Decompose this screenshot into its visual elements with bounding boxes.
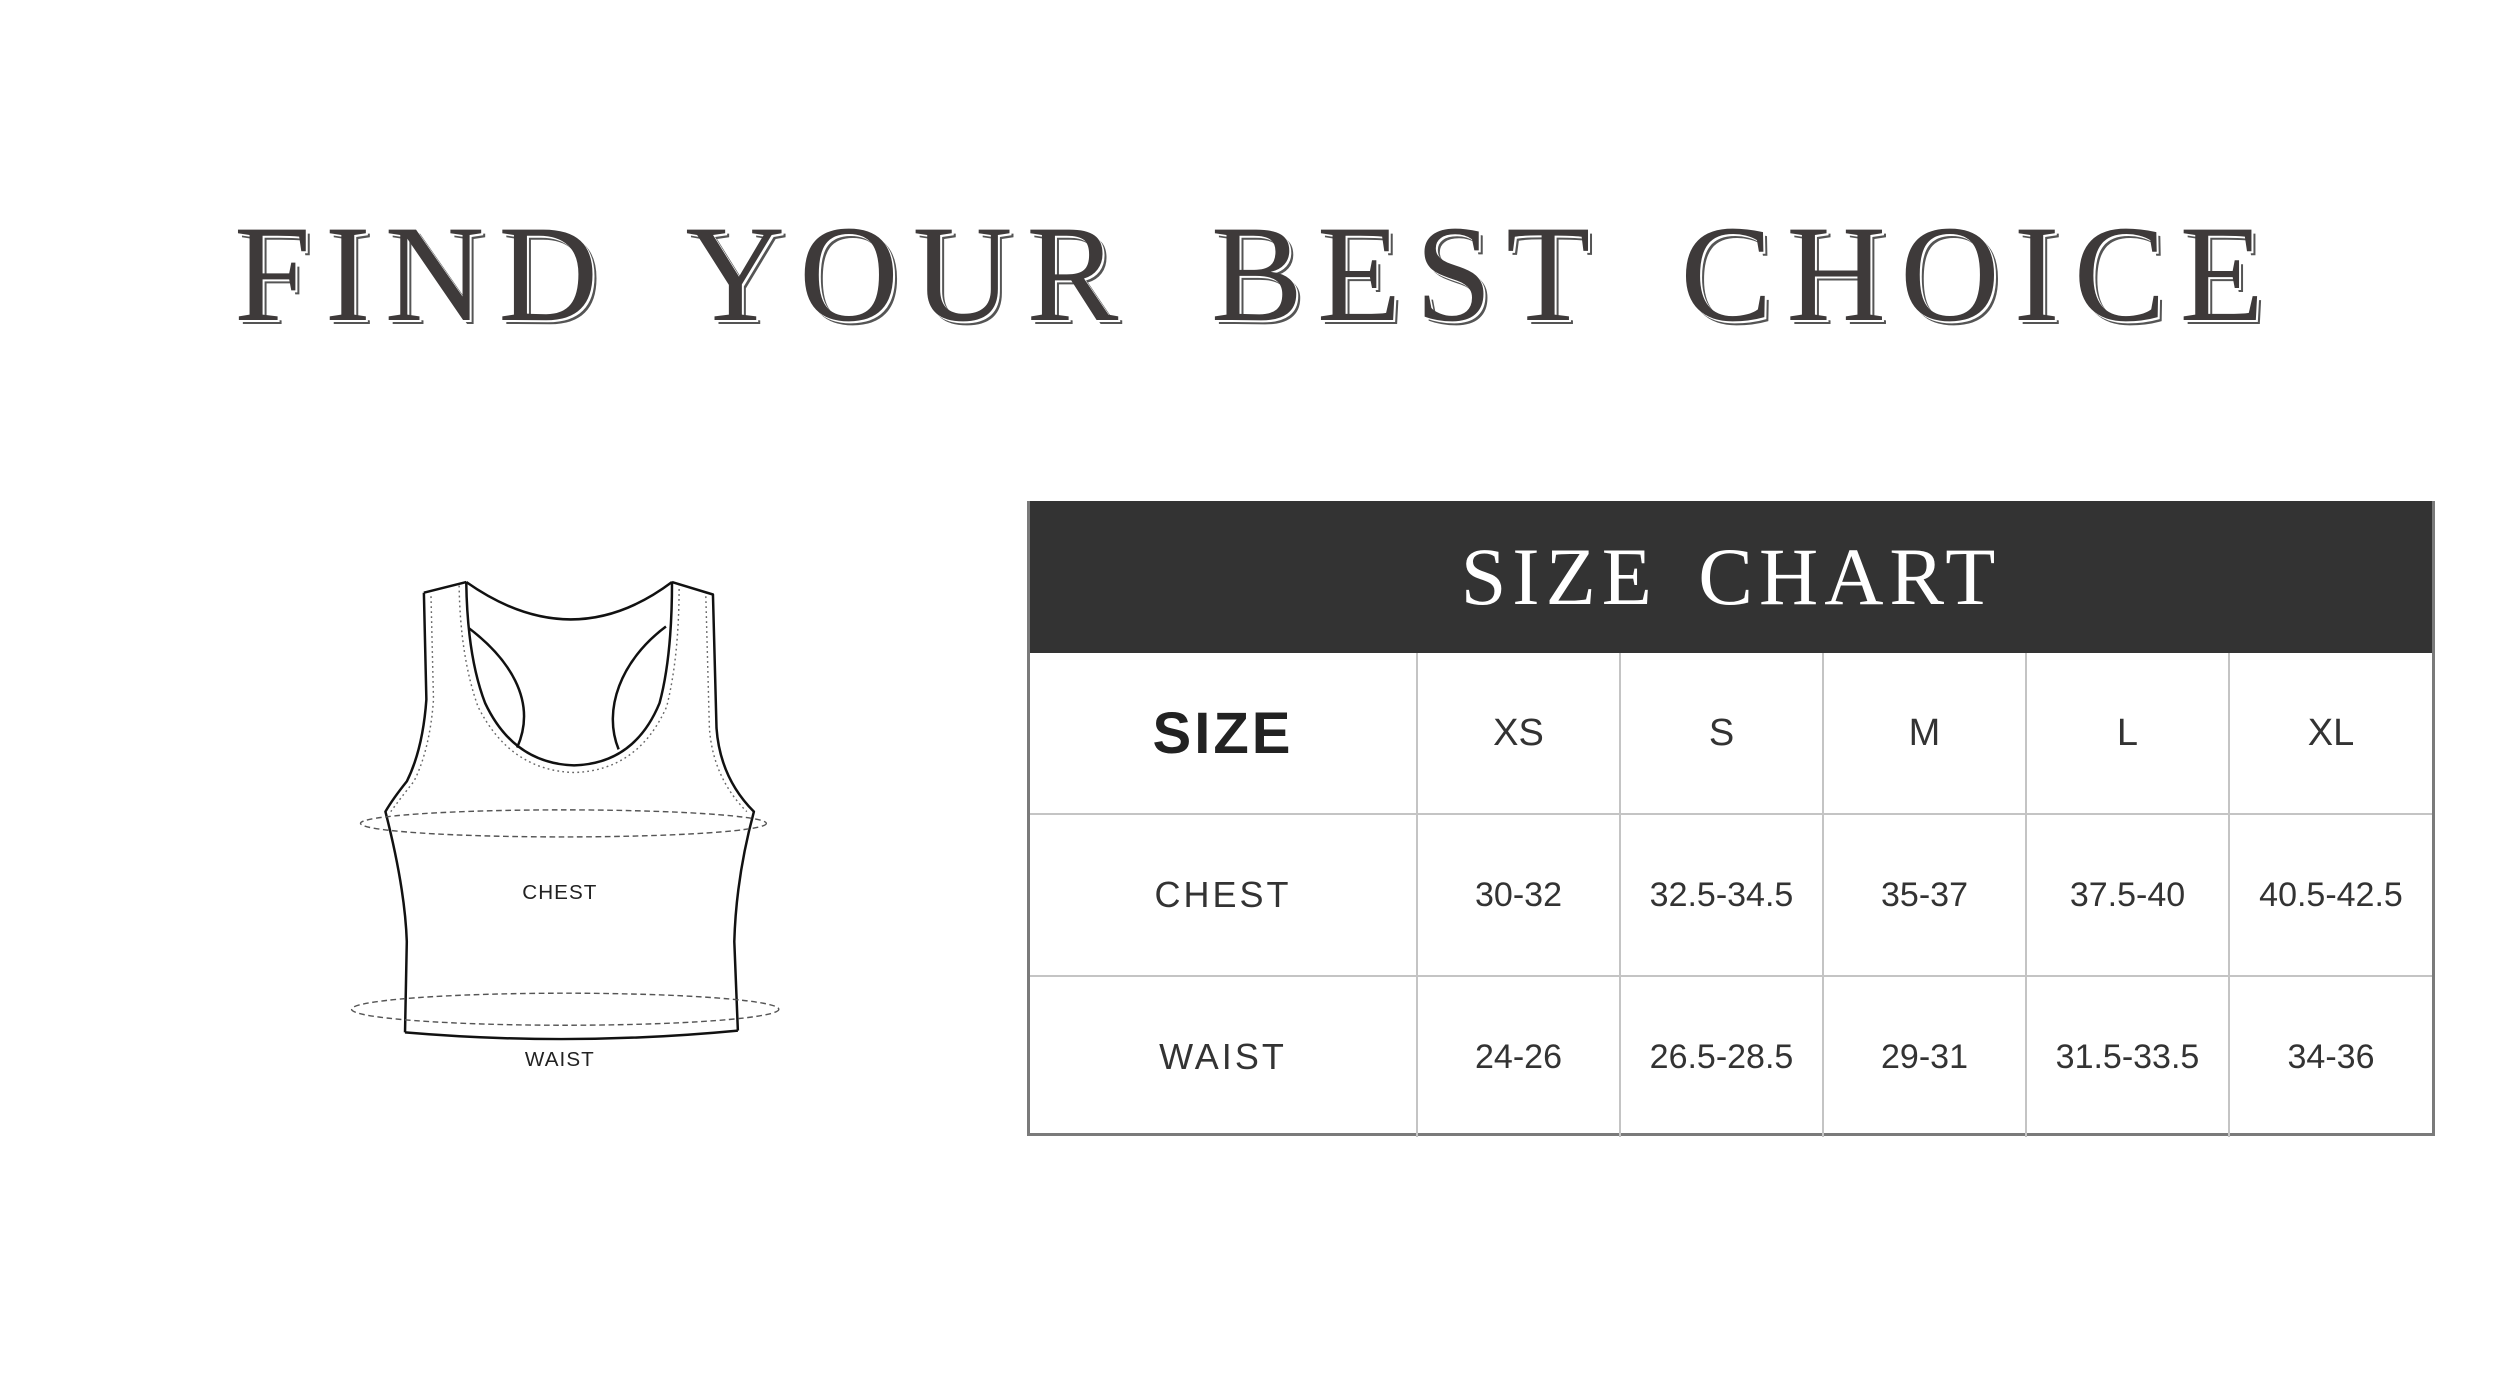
table-row: CHEST 30-32 32.5-34.5 35-37 37.5-40 40.5… (1030, 813, 2432, 977)
cell: 24-26 (1416, 975, 1621, 1137)
garment-back-neck (465, 581, 673, 621)
size-chart-title: SIZE CHART (1030, 501, 2432, 653)
garment-front-neck (465, 582, 674, 767)
cell: 30-32 (1416, 813, 1621, 977)
size-chart: SIZE CHART SIZE XS S M L XL CHEST 30-32 … (1027, 501, 2435, 1137)
row-label: CHEST (1030, 813, 1418, 977)
cell: 40.5-42.5 (2228, 813, 2432, 977)
cell: 29-31 (1822, 975, 2027, 1137)
crop-top-diagram: CHEST WAIST (350, 580, 780, 1071)
size-xs: XS (1416, 653, 1621, 815)
size-m: M (1822, 653, 2027, 815)
waist-measure-line (350, 992, 780, 1026)
size-table: SIZE XS S M L XL CHEST 30-32 32.5-34.5 3… (1030, 653, 2432, 1137)
chest-measure-line (359, 809, 768, 838)
cell: 35-37 (1822, 813, 2027, 977)
cell: 34-36 (2228, 975, 2432, 1137)
table-row: WAIST 24-26 26.5-28.5 29-31 31.5-33.5 34… (1030, 975, 2432, 1137)
racerback-right (611, 625, 667, 750)
row-label: WAIST (1030, 975, 1418, 1137)
chest-label: CHEST (522, 881, 597, 904)
garment-outline-left (384, 580, 467, 1033)
header-label: SIZE (1030, 653, 1418, 815)
cell: 31.5-33.5 (2025, 975, 2230, 1137)
cell: 37.5-40 (2025, 813, 2230, 977)
stitch-right (705, 596, 748, 813)
cell: 32.5-34.5 (1619, 813, 1824, 977)
racerback-left (468, 627, 526, 749)
cell: 26.5-28.5 (1619, 975, 1824, 1137)
waist-label: WAIST (525, 1048, 595, 1071)
table-header-row: SIZE XS S M L XL (1030, 653, 2432, 815)
size-l: L (2025, 653, 2230, 815)
size-s: S (1619, 653, 1824, 815)
garment-outline-right (671, 580, 756, 1031)
page-title: FIND YOUR BEST CHOICE (234, 197, 2278, 350)
size-xl: XL (2228, 653, 2432, 815)
stitch-left (390, 585, 680, 813)
garment-hem (404, 1029, 738, 1041)
